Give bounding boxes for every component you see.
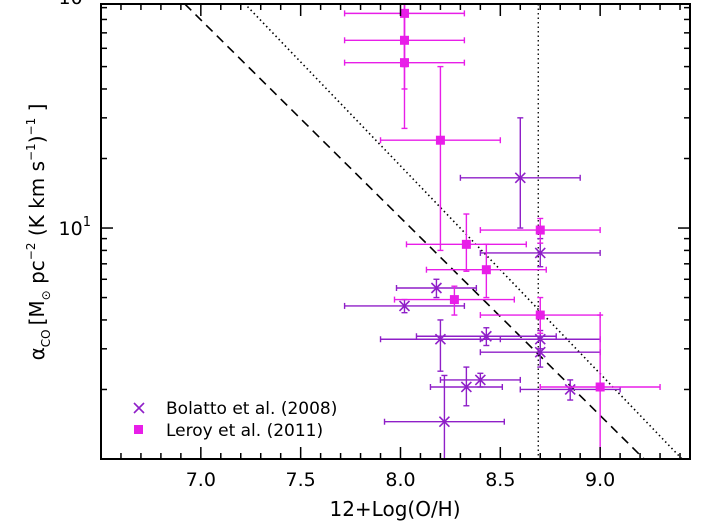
square-marker <box>435 135 445 145</box>
y-title-sun-symbol: ⊙ <box>39 290 53 300</box>
legend-label-bolatto: Bolatto et al. (2008) <box>166 399 337 419</box>
x-marker <box>460 381 472 393</box>
legend-label-leroy: Leroy et al. (2011) <box>166 421 323 441</box>
y-tick-label-exponent: 1 <box>83 215 91 230</box>
axis-ticks <box>100 4 690 460</box>
x-marker <box>514 172 526 184</box>
y-title-alpha: α <box>25 347 49 360</box>
legend-marker-leroy <box>134 425 143 434</box>
y-title-co-subscript: CO <box>39 329 53 347</box>
legend-marker-bolatto <box>133 402 145 414</box>
reference-lines <box>184 4 683 459</box>
x-tick-label: 7.0 <box>186 469 216 491</box>
square-marker <box>535 225 545 235</box>
y-tick-label-base: 10 <box>59 0 83 9</box>
y-title-close-paren: ) <box>25 135 49 143</box>
square-marker <box>399 58 409 68</box>
x-marker <box>564 383 576 396</box>
square-marker <box>535 310 545 320</box>
square-marker <box>595 382 605 392</box>
y-title-outer-exponent: −1 <box>24 118 38 136</box>
y-tick-label: 101 <box>59 215 91 240</box>
y-title-open-bracket: [M <box>25 300 49 325</box>
y-title-close-bracket: ] <box>25 104 49 118</box>
square-marker <box>449 295 459 305</box>
data-marks <box>343 4 661 459</box>
y-tick-labels: 101102 <box>59 0 91 240</box>
x-tick-label: 7.5 <box>286 469 316 491</box>
square-marker <box>481 265 491 275</box>
y-tick-label: 102 <box>59 0 91 9</box>
x-marker <box>534 346 546 358</box>
dotted-fit-line <box>243 4 683 459</box>
dashed-fit-line <box>184 4 645 459</box>
x-marker <box>534 247 546 259</box>
x-marker <box>438 416 450 428</box>
y-title-s-exponent: −1 <box>24 143 38 161</box>
y-title-pc: pc <box>25 260 49 290</box>
series-0 <box>343 117 621 459</box>
x-axis-title: 12+Log(O/H) <box>329 497 460 521</box>
x-tick-label: 8.5 <box>485 469 515 491</box>
x-tick-label: 9.0 <box>585 469 615 491</box>
square-marker <box>461 239 471 249</box>
x-tick-label: 8.0 <box>385 469 415 491</box>
x-tick-labels: 7.0 7.5 8.0 8.5 9.0 <box>186 469 616 491</box>
y-axis-title: αCO[M⊙ pc−2 (K km s−1)−1 ] <box>24 104 53 361</box>
y-title-units: (K km s <box>25 161 49 242</box>
y-title-pc-exponent: −2 <box>24 242 38 260</box>
series-1 <box>343 4 661 459</box>
x-marker <box>474 374 486 386</box>
plot-frame <box>100 3 691 460</box>
x-marker <box>430 282 442 294</box>
x-marker <box>398 300 411 312</box>
y-tick-label-base: 10 <box>59 218 83 240</box>
legend: Bolatto et al. (2008) Leroy et al. (2011… <box>133 399 337 441</box>
